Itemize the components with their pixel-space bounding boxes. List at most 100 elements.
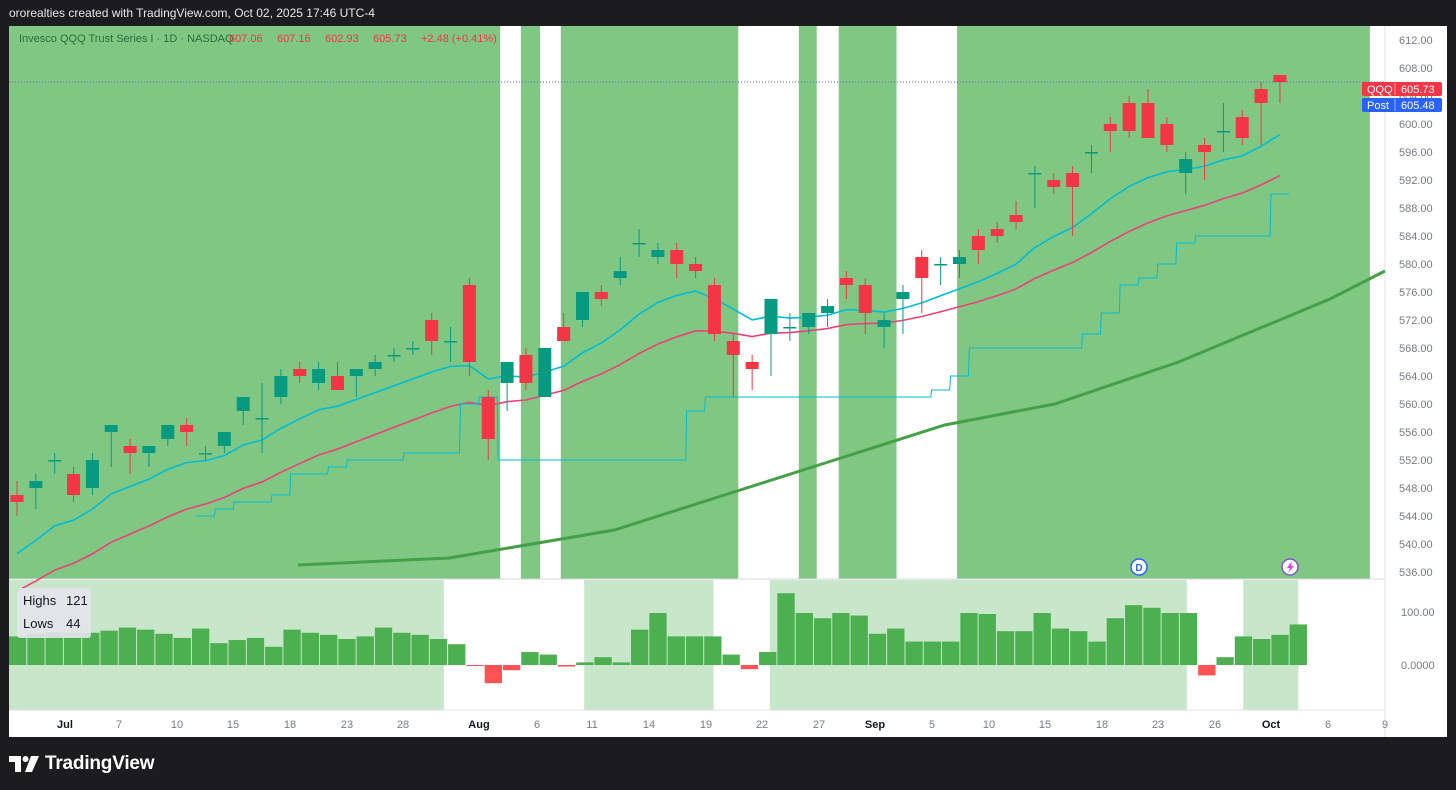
oscillator-bar [1216,657,1234,665]
candle-body [745,362,759,369]
candle-body [557,327,571,341]
price-tick-label: 560.00 [1399,399,1433,411]
tradingview-footer[interactable]: TradingView [9,750,155,778]
candle-body [990,229,1004,236]
candle-body [425,320,439,341]
price-tick-label: 536.00 [1399,567,1433,579]
price-tick-label: 556.00 [1399,427,1433,439]
badge-post-value: 605.48 [1401,100,1435,112]
legend-close: 605.73 [373,33,407,45]
candle-body [349,369,363,376]
oscillator-bar [448,644,466,665]
legend-change: +2.48 (+0.41%) [421,33,497,45]
candle-body [161,425,175,439]
oscillator-bar [356,636,374,665]
time-tick-label: 6 [1325,719,1331,731]
price-tick-label: 552.00 [1399,455,1433,467]
candle-body [651,250,665,257]
candle-body [481,397,495,439]
price-tick-label: 588.00 [1399,203,1433,215]
candle-body [444,341,458,343]
brand-name: TradingView [45,753,155,774]
dividend-marker[interactable]: D [1130,558,1148,576]
oscillator-bar [338,639,356,665]
oscillator-bar [27,633,45,665]
trailing-stop-line [196,193,1289,517]
candle-body [255,418,269,420]
oscillator-bar [137,629,155,665]
time-tick-label: 18 [284,719,296,731]
candle-body [1216,131,1230,133]
candle-body [594,292,608,299]
candle-body [802,313,816,327]
price-tick-label: 564.00 [1399,371,1433,383]
oscillator-bar [667,636,685,665]
candle-body [330,376,344,390]
oscillator-bar [1033,613,1051,665]
oscillator-bar [594,657,612,665]
time-tick-label: 26 [1209,719,1221,731]
time-tick-label: 23 [341,719,353,731]
ema-mid-line [16,174,1281,592]
candle-body [274,376,288,397]
candle-body [10,495,24,502]
time-tick-label: 23 [1152,719,1164,731]
candle-body [217,432,231,446]
price-tick-label: 544.00 [1399,511,1433,523]
candle-body [1198,145,1212,152]
price-tick-label: 592.00 [1399,175,1433,187]
oscillator-bar [429,639,448,665]
oscillator-bar [923,641,942,665]
oscillator-bar [868,633,887,665]
oscillator-bar [82,632,100,665]
oscillator-tick-label: 0.0000 [1401,660,1435,672]
oscillator-bar [100,630,118,665]
highs-label: Highs [23,593,57,608]
ema-fast-line [16,133,1281,555]
candle-body [85,460,99,488]
candle-body [104,425,118,432]
oscillator-tick-label: 100.00 [1401,607,1435,619]
oscillator-bar [173,637,191,665]
candle-body [406,348,420,350]
candle-body [48,460,62,462]
legend-high: 607.16 [277,33,311,45]
candle-body [29,481,43,488]
lows-label: Lows [23,616,54,631]
attribution-text: ororealties created with TradingView.com… [9,6,375,20]
time-tick-label: 27 [813,719,825,731]
oscillator-bar [9,636,27,665]
earnings-marker[interactable] [1281,558,1299,576]
candle-body [613,271,627,278]
oscillator-bar [1289,624,1307,665]
candle-body [670,250,684,264]
legend-title: Invesco QQQ Trust Series I · 1D · NASDAQ [19,33,234,45]
price-chart[interactable]: 536.00540.00544.00548.00552.00556.00560.… [9,26,1447,737]
oscillator-bar [960,613,978,665]
oscillator-bar [246,637,265,665]
badge-post-label: Post [1367,100,1389,112]
moving-averages [16,133,1386,592]
price-axis[interactable]: 536.00 540.00 544.00 548.00 552.00 556.00 560.… [1399,35,1435,672]
candle-body [1009,215,1023,222]
oscillator-legend: Highs 121 Lows 44 [17,588,91,638]
time-tick-label: Jul [57,719,73,731]
oscillator-bar [576,662,594,665]
candle-body [877,320,891,327]
oscillator-bar [210,643,228,665]
candle-body [821,306,835,313]
tradingview-logo-icon [9,756,39,772]
price-tick-label: 568.00 [1399,343,1433,355]
time-axis[interactable]: Jul 7 10 15 18 23 28 Aug 6 11 14 19 22 27 Sep 5 10 15 18 23… [57,719,1388,731]
badge-qqq-value: 605.73 [1401,84,1435,96]
candle-body [1066,173,1080,187]
lows-value: 44 [66,616,80,631]
candle-body [236,397,250,411]
candle-body [462,285,476,362]
candle-body [1122,103,1136,131]
price-tick-label: 548.00 [1399,483,1433,495]
price-tick-label: 576.00 [1399,287,1433,299]
green-zone [9,26,501,579]
candle-body [632,243,646,245]
candle-body [142,446,156,453]
